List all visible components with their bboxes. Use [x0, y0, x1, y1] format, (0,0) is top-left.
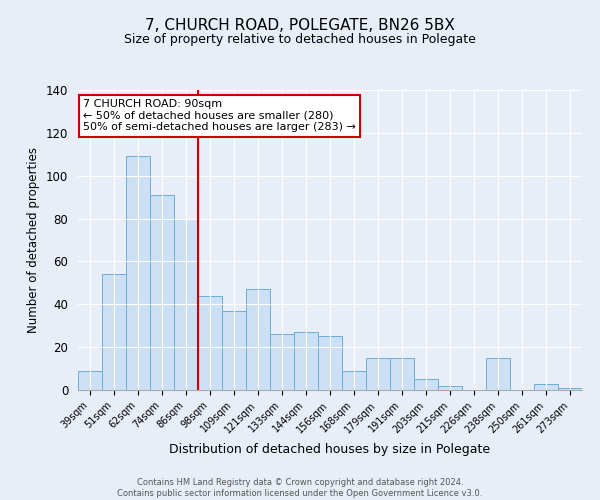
X-axis label: Distribution of detached houses by size in Polegate: Distribution of detached houses by size … — [169, 443, 491, 456]
Bar — [198, 296, 222, 390]
Text: 7, CHURCH ROAD, POLEGATE, BN26 5BX: 7, CHURCH ROAD, POLEGATE, BN26 5BX — [145, 18, 455, 32]
Text: 7 CHURCH ROAD: 90sqm
← 50% of detached houses are smaller (280)
50% of semi-deta: 7 CHURCH ROAD: 90sqm ← 50% of detached h… — [83, 99, 356, 132]
Bar — [342, 370, 366, 390]
Text: Size of property relative to detached houses in Polegate: Size of property relative to detached ho… — [124, 32, 476, 46]
Bar — [390, 358, 414, 390]
Bar — [102, 274, 126, 390]
Bar — [294, 332, 318, 390]
Bar — [486, 358, 510, 390]
Bar — [534, 384, 558, 390]
Text: Contains HM Land Registry data © Crown copyright and database right 2024.
Contai: Contains HM Land Registry data © Crown c… — [118, 478, 482, 498]
Bar — [126, 156, 150, 390]
Bar — [414, 380, 438, 390]
Bar — [558, 388, 582, 390]
Bar — [150, 195, 174, 390]
Bar — [222, 310, 246, 390]
Bar — [438, 386, 462, 390]
Bar — [366, 358, 390, 390]
Bar — [246, 290, 270, 390]
Bar — [174, 218, 198, 390]
Y-axis label: Number of detached properties: Number of detached properties — [28, 147, 40, 333]
Bar — [318, 336, 342, 390]
Bar — [270, 334, 294, 390]
Bar — [78, 370, 102, 390]
